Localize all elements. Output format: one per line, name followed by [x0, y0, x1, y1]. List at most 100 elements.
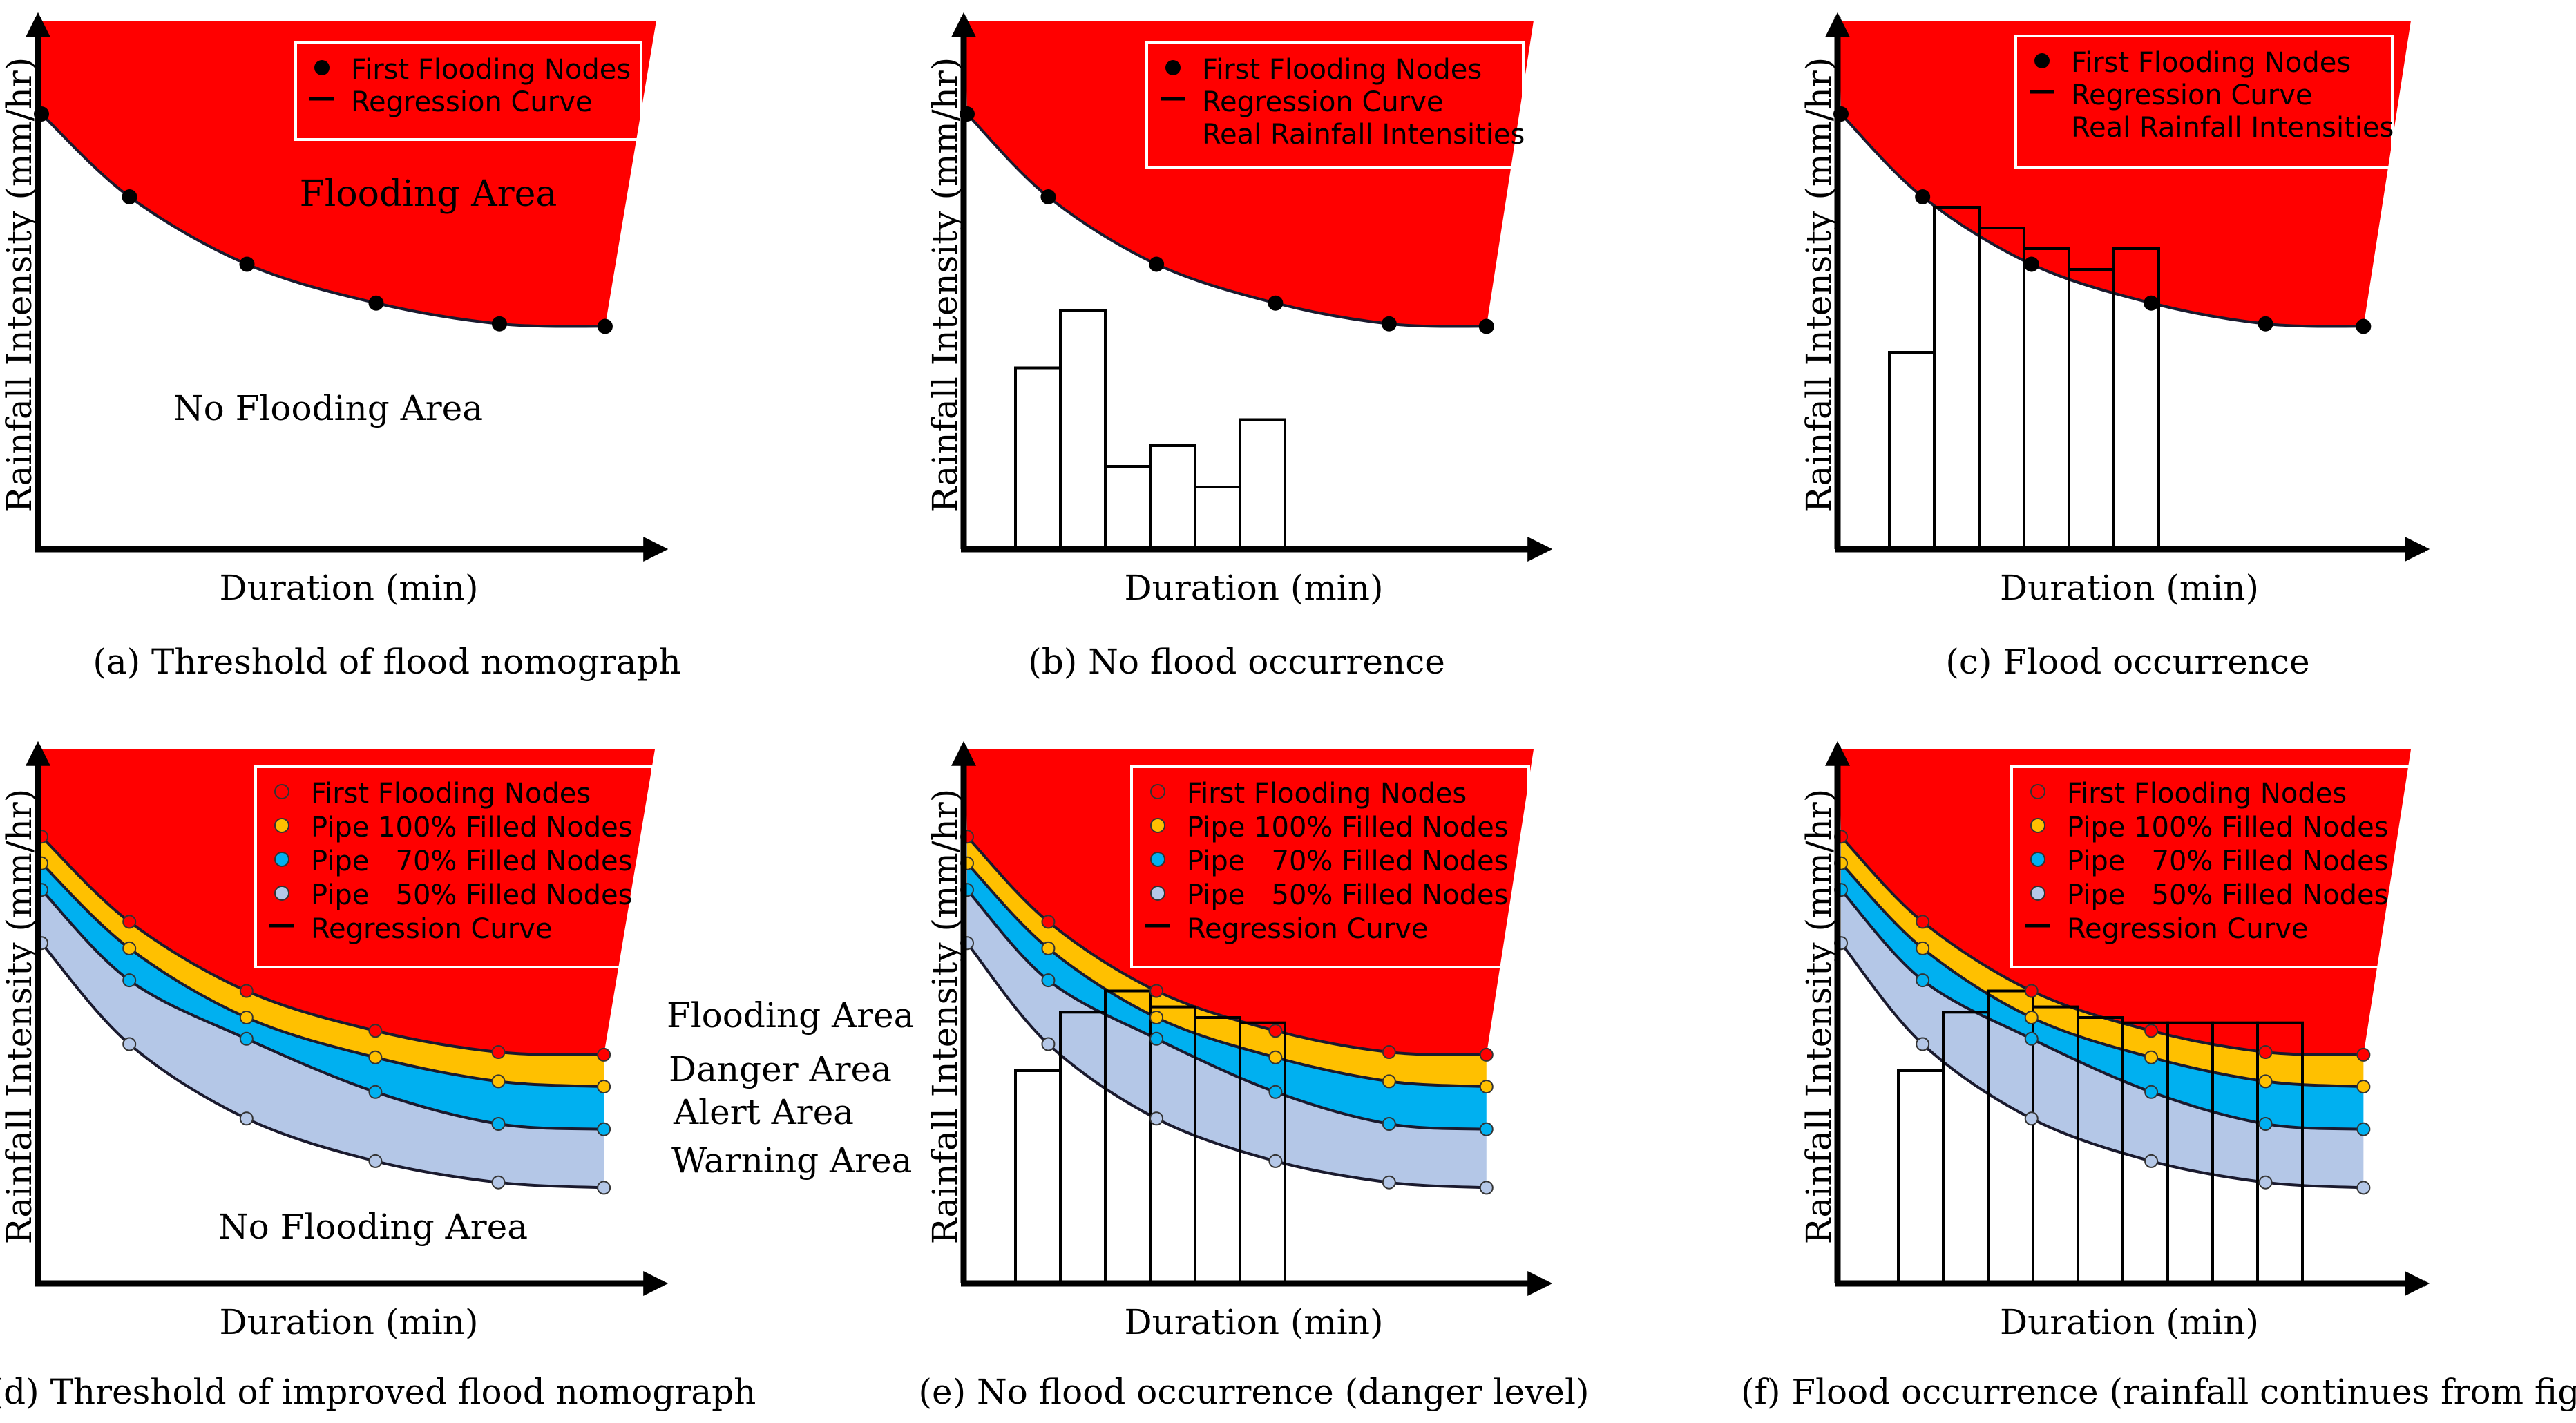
legend-label-d-p100: Pipe 100% Filled Nodes — [311, 812, 633, 843]
node-point-e-3-3 — [1268, 1154, 1283, 1168]
legend-label-e-p70: Pipe 70% Filled Nodes — [1187, 846, 1509, 877]
node-point-e-3-2 — [1149, 1111, 1164, 1126]
node-point-f-1-2 — [2024, 1011, 2039, 1024]
node-point-f-2-4 — [2258, 1117, 2273, 1131]
legend-label-c-real: Real Rainfall Intensities — [2071, 112, 2394, 144]
node-point-d-2-5 — [597, 1122, 611, 1136]
legend-label-f-regression: Regression Curve — [2067, 913, 2309, 945]
caption-a: (a) Threshold of flood nomograph — [93, 642, 680, 682]
rainfall-bar-c-0 — [1888, 351, 1936, 551]
node-point-e-2-4 — [1382, 1117, 1396, 1131]
legend-label-e-p50: Pipe 50% Filled Nodes — [1187, 879, 1509, 911]
node-point-d-0-4 — [491, 1045, 506, 1060]
node-point-d-2-3 — [368, 1085, 383, 1099]
node-point-f-2-1 — [1916, 973, 1930, 988]
legend-marker-d-p100 — [274, 818, 289, 833]
node-point-d-3-1 — [122, 1037, 137, 1051]
flooding-area-label-a: Flooding Area — [300, 173, 557, 215]
node-point-e-0-5 — [1479, 1047, 1494, 1062]
node-point-e-1-3 — [1268, 1050, 1283, 1064]
flooding-area-label-d: Flooding Area — [667, 995, 914, 1035]
legend-label-f-p100: Pipe 100% Filled Nodes — [2067, 812, 2389, 843]
node-point-d-0-3 — [368, 1024, 383, 1038]
node-point-f-0-1 — [1916, 915, 1930, 929]
node-point-f-1-5 — [2356, 1080, 2371, 1094]
legend-label-a-regression: Regression Curve — [351, 86, 593, 118]
node-point-d-2-2 — [239, 1031, 254, 1046]
x-axis-label-f: Duration (min) — [2000, 1302, 2259, 1342]
y-axis-label-f: Rainfall Intensity (mm/hr) — [1799, 789, 1839, 1245]
node-point-c-0-2 — [2023, 256, 2039, 272]
danger-area-band-f — [1841, 837, 2364, 1087]
node-point-d-2-1 — [122, 973, 137, 988]
legend-box-a — [294, 41, 642, 141]
danger-area-band-d — [41, 837, 604, 1087]
rainfall-bar-b-5 — [1239, 418, 1286, 551]
node-point-b-0-1 — [1040, 189, 1056, 204]
rainfall-bar-c-1 — [1933, 206, 1981, 551]
node-point-e-2-2 — [1149, 1031, 1164, 1046]
alert-area-band-e — [967, 863, 1487, 1129]
node-point-b-0-3 — [1268, 295, 1284, 311]
flooding-area-c — [1840, 21, 2411, 327]
node-point-f-1-3 — [2144, 1050, 2159, 1064]
node-point-f-3-4 — [2258, 1175, 2273, 1190]
y-axis-label-c: Rainfall Intensity (mm/hr) — [1799, 57, 1839, 513]
rainfall-bar-b-1 — [1059, 309, 1107, 551]
legend-marker-d-p50 — [274, 886, 289, 901]
legend-marker-e-first — [1150, 784, 1165, 799]
legend-label-e-p100: Pipe 100% Filled Nodes — [1187, 812, 1509, 843]
node-point-e-3-4 — [1382, 1175, 1396, 1190]
legend-label-b-real: Real Rainfall Intensities — [1202, 119, 1525, 151]
x-axis-label-d: Duration (min) — [220, 1302, 479, 1342]
legend-label-b-first: First Flooding Nodes — [1202, 54, 1482, 86]
node-point-e-0-4 — [1382, 1045, 1396, 1060]
legend-marker-d-p70 — [274, 852, 289, 867]
legend-label-d-regression: Regression Curve — [311, 913, 553, 945]
node-point-d-0-1 — [122, 915, 137, 929]
node-point-e-1-4 — [1382, 1074, 1396, 1089]
legend-label-f-first: First Flooding Nodes — [2067, 778, 2347, 810]
node-points-layer — [34, 106, 2372, 1195]
caption-c: (c) Flood occurrence — [1945, 642, 2309, 682]
node-point-d-1-4 — [491, 1074, 506, 1089]
legend-marker-c-first — [2034, 53, 2050, 68]
node-point-e-1-5 — [1479, 1080, 1494, 1094]
node-point-f-0-5 — [2356, 1047, 2371, 1062]
rainfall-bar-f-0 — [1897, 1069, 1945, 1285]
legend-marker-e-p100 — [1150, 818, 1165, 833]
y-axis-label-b: Rainfall Intensity (mm/hr) — [925, 57, 965, 513]
legend-box-d — [254, 765, 654, 968]
flooding-area-d — [40, 749, 655, 1055]
node-point-b-0-4 — [1381, 316, 1397, 332]
legend-marker-f-p70 — [2030, 852, 2045, 867]
node-point-f-3-3 — [2144, 1154, 2159, 1168]
node-point-a-0-5 — [597, 318, 613, 334]
node-point-d-1-5 — [597, 1080, 611, 1094]
rainfall-bar-e-0 — [1014, 1069, 1062, 1285]
node-point-a-0-1 — [122, 189, 137, 204]
flooding-area-a — [40, 21, 656, 327]
x-axis-label-c: Duration (min) — [2000, 568, 2259, 608]
legend-label-b-regression: Regression Curve — [1202, 86, 1444, 118]
y-axis-label-e: Rainfall Intensity (mm/hr) — [925, 789, 965, 1245]
legend-marker-f-p100 — [2030, 818, 2045, 833]
legend-box-b — [1145, 41, 1525, 169]
caption-e: (e) No flood occurrence (danger level) — [919, 1372, 1590, 1412]
node-point-e-0-3 — [1268, 1024, 1283, 1038]
caption-f: (f) Flood occurrence (rainfall continues… — [1741, 1372, 2576, 1412]
node-point-a-0-4 — [491, 316, 507, 332]
node-point-f-0-3 — [2144, 1024, 2159, 1038]
legend-label-e-first: First Flooding Nodes — [1187, 778, 1467, 810]
node-point-a-0-3 — [368, 295, 384, 311]
rainfall-bar-c-4 — [2068, 268, 2115, 551]
caption-b: (b) No flood occurrence — [1028, 642, 1445, 682]
node-point-e-3-1 — [1041, 1037, 1056, 1051]
node-point-f-3-2 — [2024, 1111, 2039, 1126]
node-point-d-0-2 — [239, 984, 254, 998]
alert-area-band-f — [1841, 863, 2364, 1129]
legend-label-d-p50: Pipe 50% Filled Nodes — [311, 879, 633, 911]
legend-box-e — [1130, 765, 1530, 968]
